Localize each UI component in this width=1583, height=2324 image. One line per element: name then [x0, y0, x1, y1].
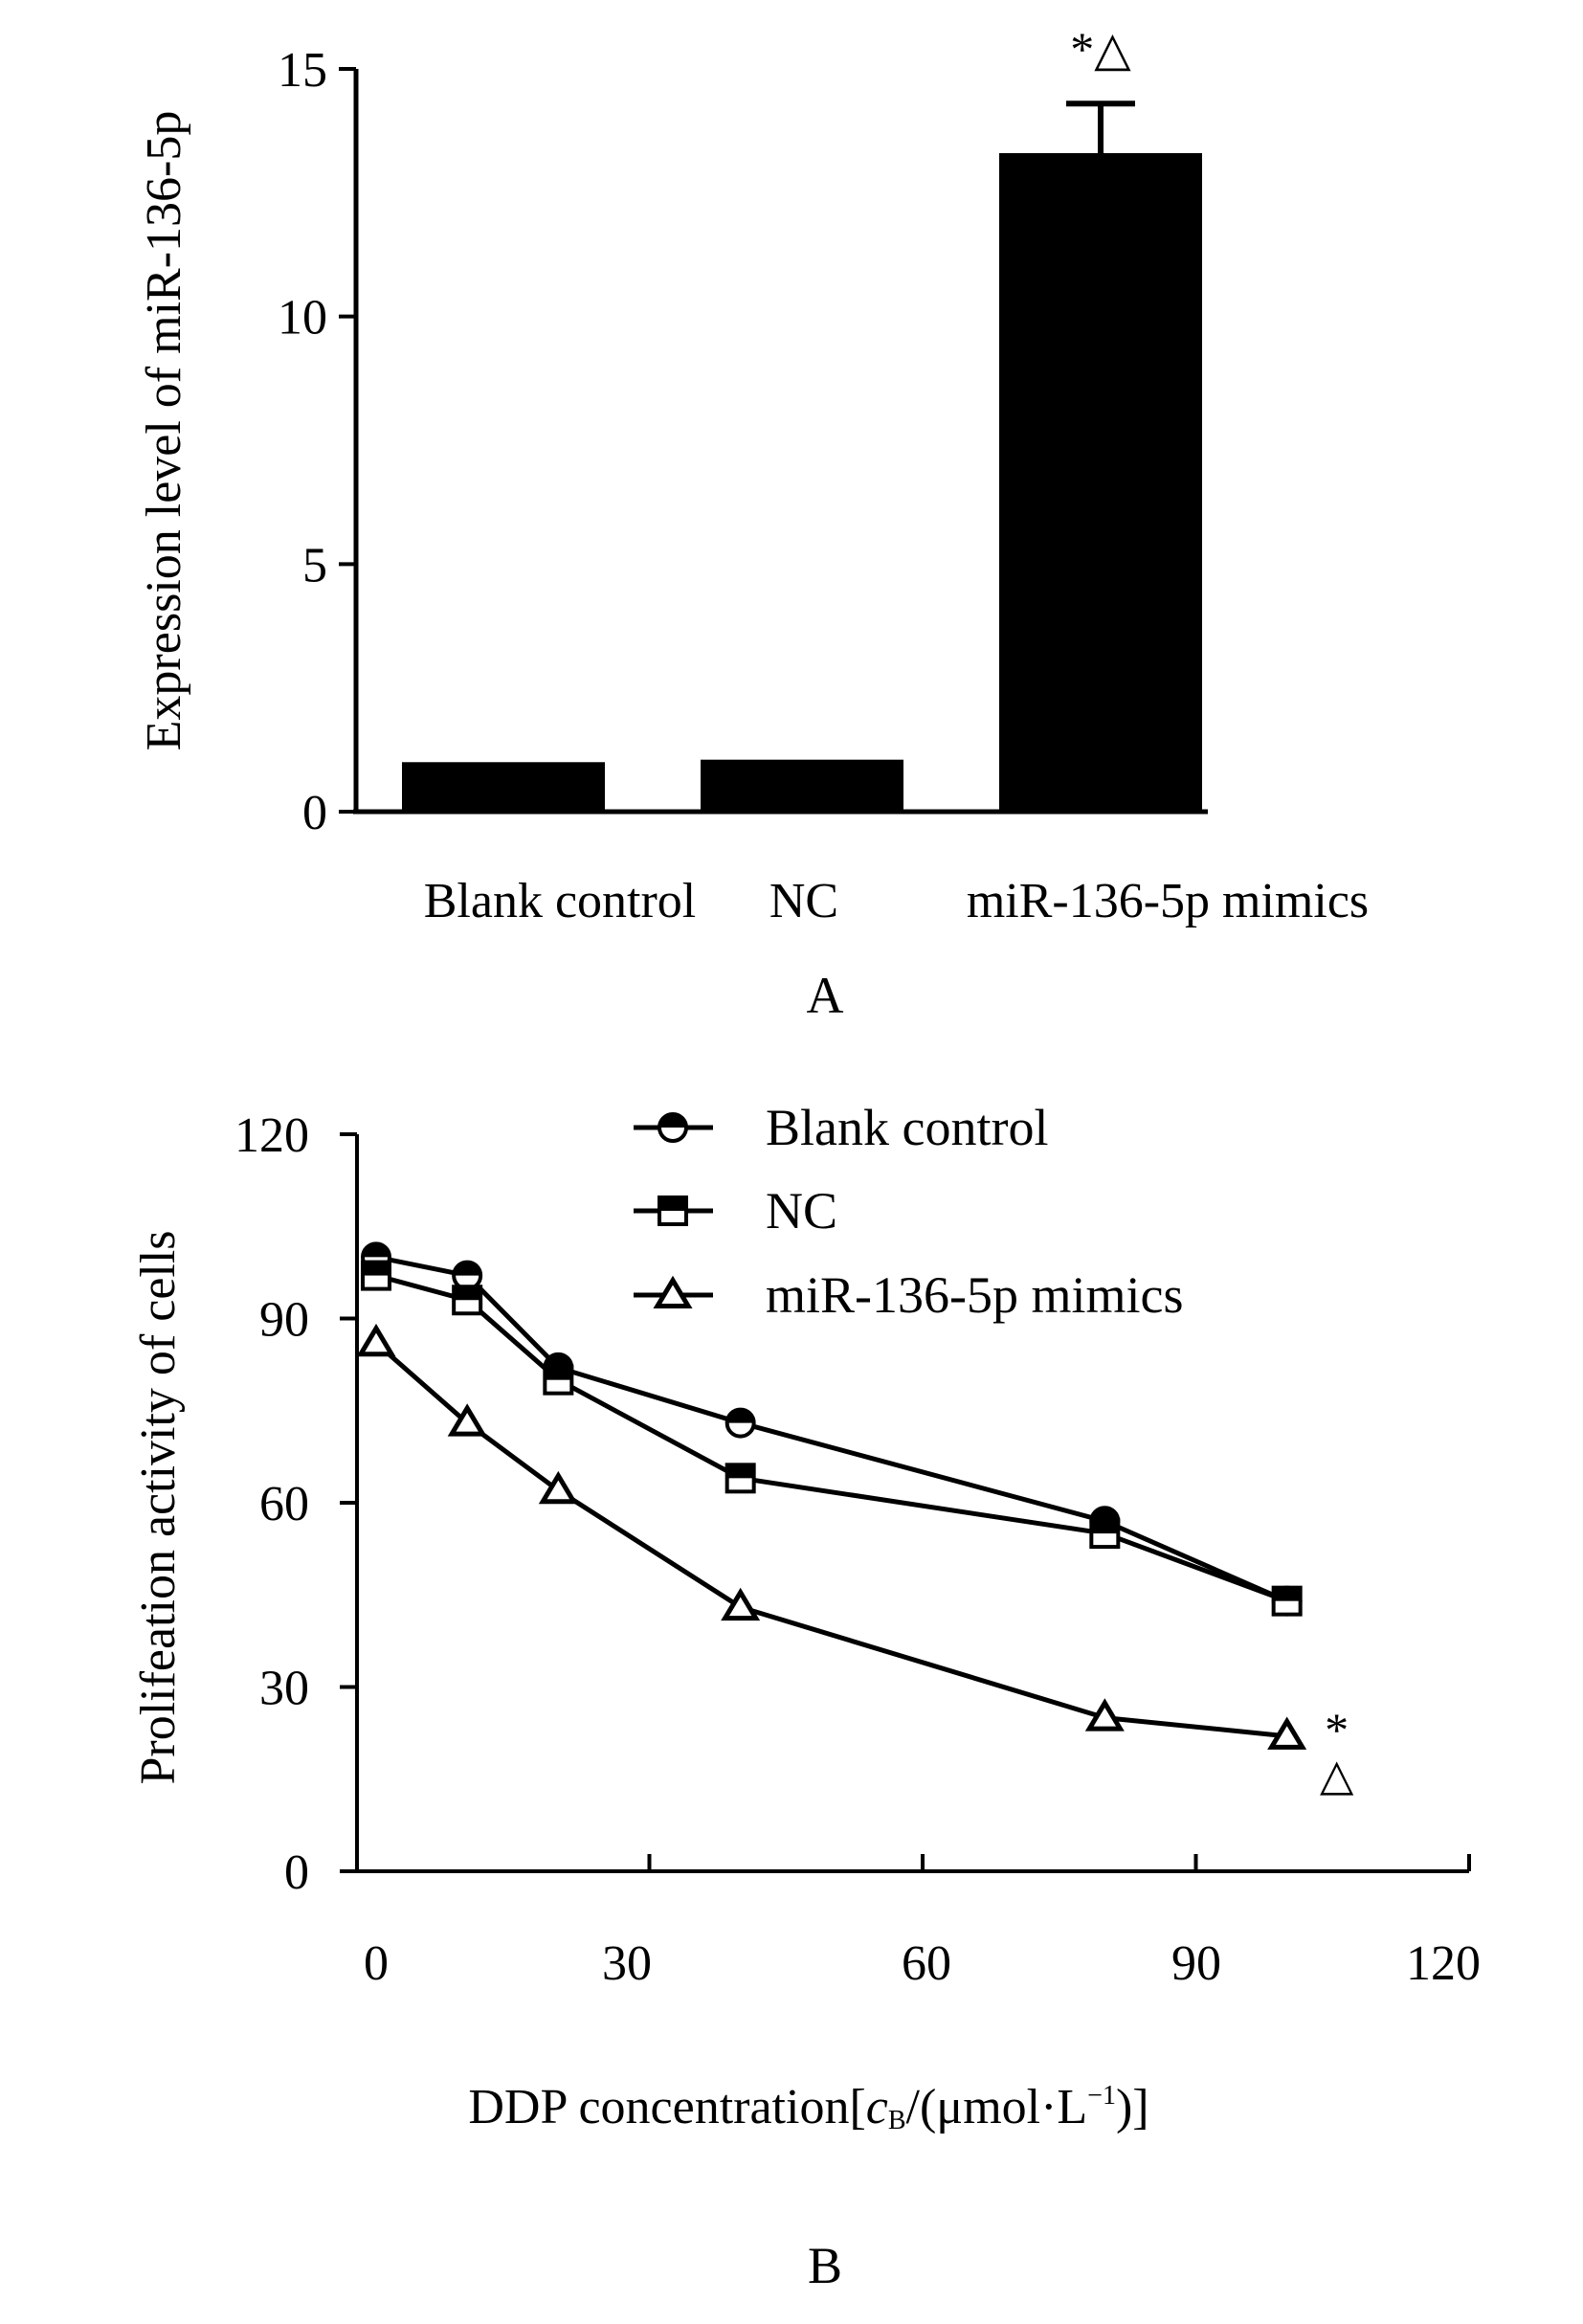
y-tick-label-90: 90 — [259, 1293, 309, 1348]
point-mir-136-5p-mimics-40 — [721, 1587, 761, 1621]
legend-label: NC — [766, 1182, 837, 1240]
xlabel-cvar: c — [866, 2080, 888, 2134]
y-tick-label-5: 5 — [302, 538, 327, 592]
marker-outline — [653, 1275, 693, 1309]
point-nc-40 — [725, 1463, 756, 1494]
legend-label: miR-136-5p mimics — [766, 1266, 1183, 1324]
x-tick-label-90: 90 — [1171, 1936, 1221, 1991]
legend-marker — [653, 1275, 693, 1309]
category-label-nc: NC — [769, 874, 838, 928]
marker-fill — [454, 1286, 481, 1301]
point-nc-0 — [361, 1260, 391, 1291]
series-line-mir-136-5p-mimics — [374, 1341, 1287, 1739]
marker-fill — [659, 1114, 686, 1128]
point-blank-control-10 — [452, 1260, 483, 1291]
marker-fill — [545, 1353, 572, 1368]
marker-fill — [1273, 1587, 1301, 1601]
point-mir-136-5p-mimics-80 — [1084, 1698, 1125, 1732]
xlabel-sub: B — [888, 2106, 906, 2135]
significance-annotation: *△ — [1070, 22, 1131, 76]
xlabel-mid: /(μmol·L — [906, 2080, 1088, 2134]
legend-label: Blank control — [766, 1099, 1048, 1156]
bar-nc — [701, 759, 903, 812]
series-mir-136-5p-mimics — [356, 1323, 1307, 1750]
marker-outline — [1267, 1716, 1307, 1750]
marker-fill — [454, 1262, 481, 1276]
y-tick-label-0: 0 — [284, 1845, 309, 1900]
panel-a-ylabel: Expression level of miR-136-5p — [137, 111, 191, 751]
bar-blank-control — [402, 762, 605, 812]
legend-item-nc: NC — [634, 1182, 837, 1240]
legend-marker — [658, 1112, 688, 1143]
point-nc-80 — [1089, 1518, 1121, 1550]
x-tick-label-60: 60 — [902, 1936, 951, 1991]
legend-item-blank-control: Blank control — [634, 1099, 1048, 1156]
x-tick-label-0: 0 — [364, 1936, 389, 1991]
category-label-blank-control: Blank control — [424, 874, 697, 928]
y-tick-label-0: 0 — [302, 786, 327, 840]
panel-a-bar-chart: Expression level of miR-136-5p A 0 5 10 15 B… — [137, 22, 1369, 1024]
xlabel-end: )] — [1116, 2080, 1149, 2134]
series-nc — [361, 1260, 1303, 1617]
series-line-blank-control — [375, 1254, 1288, 1603]
marker-fill — [726, 1464, 754, 1479]
marker-fill — [545, 1366, 572, 1380]
point-nc-100 — [1271, 1585, 1303, 1617]
marker-outline — [1084, 1698, 1125, 1732]
category-label-mir-136-5p-mimics: miR-136-5p mimics — [967, 874, 1369, 928]
point-mir-136-5p-mimics-20 — [538, 1470, 578, 1505]
y-tick-label-15: 15 — [278, 43, 327, 98]
panel-b-label: B — [808, 2237, 842, 2294]
point-nc-10 — [452, 1285, 483, 1316]
significance-star: * — [1325, 1703, 1349, 1756]
marker-fill — [363, 1243, 390, 1258]
point-mir-136-5p-mimics-10 — [447, 1403, 487, 1437]
xlabel-sup: −1 — [1087, 2081, 1116, 2111]
marker-outline — [447, 1403, 487, 1437]
significance-triangle: △ — [1320, 1751, 1354, 1799]
point-nc-20 — [543, 1364, 574, 1396]
y-tick-label-120: 120 — [234, 1108, 309, 1163]
marker-fill — [1091, 1520, 1119, 1534]
legend-item-mir-136-5p-mimics: miR-136-5p mimics — [634, 1266, 1183, 1324]
panel-a-label: A — [807, 967, 844, 1024]
panel-b-line-chart: Prolifeation activity of cells DDP conce… — [131, 1099, 1481, 2294]
legend-marker — [658, 1196, 688, 1226]
point-mir-136-5p-mimics-0 — [356, 1323, 396, 1357]
marker-fill — [726, 1409, 754, 1423]
xlabel-main: DDP concentration[ — [468, 2080, 865, 2134]
marker-outline — [538, 1470, 578, 1505]
x-tick-label-120: 120 — [1406, 1936, 1481, 1991]
bar-mir-136-5p-mimics — [999, 152, 1202, 813]
panel-b-ylabel: Prolifeation activity of cells — [131, 1230, 186, 1784]
marker-fill — [363, 1262, 390, 1276]
point-mir-136-5p-mimics-100 — [1267, 1716, 1307, 1750]
panel-b-xlabel: DDP concentration[cB/(μmol·L−1)] — [468, 2080, 1148, 2135]
marker-outline — [721, 1587, 761, 1621]
point-blank-control-40 — [725, 1407, 756, 1439]
marker-fill — [1091, 1508, 1119, 1522]
x-tick-label-30: 30 — [602, 1936, 652, 1991]
y-tick-label-60: 60 — [259, 1477, 309, 1531]
y-tick-label-30: 30 — [259, 1662, 309, 1716]
y-tick-label-10: 10 — [278, 291, 327, 346]
marker-outline — [356, 1323, 396, 1357]
marker-fill — [659, 1197, 686, 1211]
